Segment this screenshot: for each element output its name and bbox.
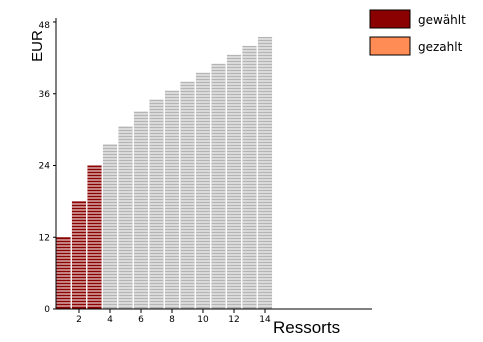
x-tick-label: 2 [76, 315, 82, 325]
bar-11 [211, 63, 226, 309]
bar-1 [56, 237, 71, 309]
x-tick-label: 8 [169, 315, 175, 325]
x-axis-label: Ressorts [273, 318, 340, 337]
y-tick-label: 12 [39, 233, 50, 243]
axes [55, 18, 372, 310]
y-axis-label: EUR [29, 30, 46, 62]
bar-8 [164, 90, 180, 310]
bar-9 [180, 81, 195, 310]
x-tick-labels: 2 4 6 8 10 12 14 [76, 309, 271, 325]
bar-13 [242, 45, 257, 310]
y-tick-label: 0 [44, 305, 50, 315]
bar-12 [226, 54, 242, 309]
bar-fill [118, 126, 133, 310]
legend-swatch-paid [369, 36, 411, 56]
x-tick-label: 6 [138, 315, 144, 325]
bar-fill [226, 54, 242, 309]
bar-3 [87, 165, 102, 309]
x-tick-label: 4 [107, 315, 113, 325]
bar-2 [71, 201, 87, 309]
legend-label-selected: gewählt [418, 13, 466, 27]
legend-swatch-selected [369, 9, 411, 29]
bars-group [56, 36, 273, 310]
y-tick-label: 48 [39, 21, 51, 31]
bar-10 [195, 72, 211, 310]
bar-7 [149, 99, 164, 310]
bar-4 [102, 144, 118, 309]
legend: gewählt gezahlt [369, 9, 466, 56]
y-tick-label: 24 [39, 162, 51, 172]
bar-14 [257, 36, 273, 310]
y-tick-label: 36 [39, 90, 51, 100]
x-tick-label: 10 [197, 315, 209, 325]
x-tick-label: 14 [259, 315, 271, 325]
bar-fill [164, 90, 180, 310]
legend-label-paid: gezahlt [418, 40, 463, 54]
bar-5 [118, 126, 133, 310]
bar-6 [133, 111, 149, 309]
y-tick-labels: 0 12 24 36 48 [39, 21, 56, 315]
bar-fill [102, 144, 118, 309]
x-tick-label: 12 [228, 315, 239, 325]
